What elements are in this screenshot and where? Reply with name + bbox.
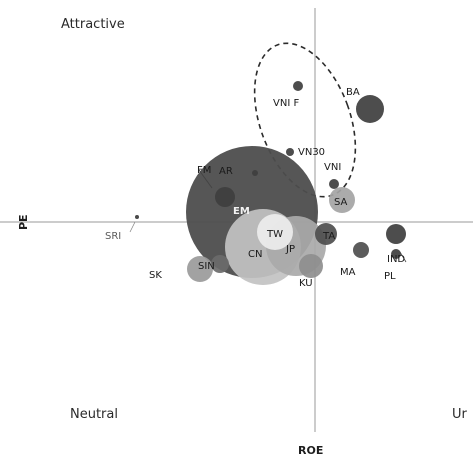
- bubble-layer: [135, 81, 406, 285]
- point-label-ma: MA: [340, 267, 356, 278]
- sri-leader-line: [129, 221, 136, 233]
- leader-line-layer: [129, 169, 407, 263]
- point-label-sin: SIN: [198, 261, 215, 272]
- point-label-vni: VNI: [324, 162, 341, 173]
- point-label-jp: JP: [285, 244, 295, 255]
- point-label-ba: BA: [346, 87, 360, 98]
- point-label-fm: FM: [197, 165, 211, 176]
- chart-text-layer: Attractive Neutral Ur PE ROE: [17, 17, 468, 457]
- bubble-ba: [356, 95, 384, 123]
- point-label-ar: AR: [219, 166, 233, 177]
- bubble-vni: [329, 179, 339, 189]
- x-axis-label: ROE: [298, 444, 323, 457]
- bubble-pl: [391, 249, 401, 259]
- bubble-sk: [187, 256, 213, 282]
- point-label-ku: KU: [299, 278, 313, 289]
- quadrant-label-attractive: Attractive: [61, 17, 125, 32]
- bubble-ind: [386, 224, 406, 244]
- point-label-cn: CN: [248, 249, 262, 260]
- point-label-em: EM: [233, 206, 250, 217]
- bubble-ma: [353, 242, 369, 258]
- bubble-sin: [211, 255, 229, 273]
- bubble-ta: [315, 223, 337, 245]
- point-label-vn30: VN30: [298, 147, 325, 158]
- bubble-sri: [135, 215, 139, 219]
- point-label-sk: SK: [149, 270, 162, 281]
- bubble-vn30: [286, 148, 294, 156]
- point-label-ta: TA: [322, 231, 335, 242]
- bubble-sa: [329, 187, 355, 213]
- bubble-vni-f: [293, 81, 303, 91]
- point-label-pl: PL: [384, 271, 396, 282]
- quadrant-label-neutral: Neutral: [70, 407, 118, 422]
- point-label-tw: TW: [266, 229, 283, 240]
- point-label-sri: SRI: [105, 231, 121, 242]
- point-label-sa: SA: [334, 197, 348, 208]
- bubble-tw: [257, 214, 293, 250]
- point-label-ind: IND: [387, 254, 405, 265]
- quadrant-label-unattractive: Ur: [452, 407, 468, 422]
- bubble-ku: [299, 254, 323, 278]
- ind-leader-line: [399, 251, 407, 263]
- y-axis-label: PE: [17, 214, 30, 230]
- bubble-fm: [215, 187, 235, 207]
- bubble-ar: [252, 170, 258, 176]
- fm-leader-line: [198, 169, 213, 189]
- point-label-vni-f: VNI F: [273, 98, 299, 109]
